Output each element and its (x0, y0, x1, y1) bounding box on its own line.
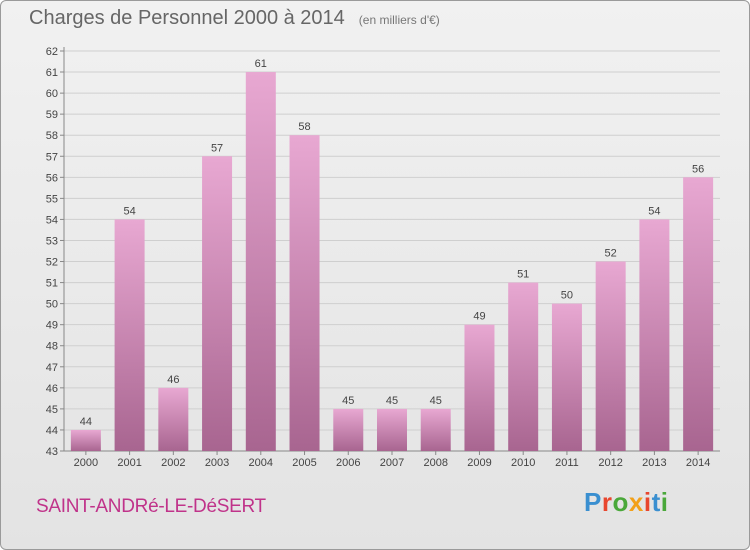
commune-name: SAINT-ANDRé-LE-DéSERT (36, 496, 266, 517)
bar-2003 (202, 156, 233, 451)
proxiti-logo: Proxiti (584, 487, 668, 518)
bar-2009 (464, 324, 495, 451)
y-tick-label: 60 (46, 88, 58, 100)
x-tick-label: 2013 (642, 457, 666, 469)
data-label: 57 (211, 142, 223, 154)
bar-2002 (158, 387, 189, 451)
x-tick-label: 2000 (74, 457, 98, 469)
y-tick-label: 52 (46, 257, 58, 269)
data-label: 51 (517, 269, 529, 281)
x-tick-label: 2011 (555, 457, 579, 469)
bar-2012 (595, 261, 626, 451)
y-tick-label: 57 (46, 151, 58, 163)
chart-unit-label: (en milliers d'€) (358, 13, 440, 27)
data-label: 49 (473, 311, 485, 323)
y-tick-label: 51 (46, 278, 58, 290)
x-tick-label: 2010 (511, 457, 535, 469)
bar-2000 (70, 429, 101, 451)
y-tick-label: 58 (46, 130, 58, 142)
data-label: 45 (386, 395, 398, 407)
y-tick-label: 59 (46, 109, 58, 121)
bar-2007 (377, 408, 407, 451)
data-label: 61 (255, 58, 267, 70)
bar-2005 (289, 135, 320, 452)
y-tick-label: 55 (46, 193, 58, 205)
data-labels: 44 54 46 57 61 58 45 45 45 49 51 50 52 54 56 (80, 58, 705, 428)
logo-letter: i (660, 487, 669, 517)
x-tick-label: 2012 (598, 457, 622, 469)
x-tick-labels: 2000 2001 2002 2003 2004 2005 2006 2007 2008 2009… (74, 451, 710, 469)
bar-2011 (551, 303, 582, 451)
data-label: 45 (430, 395, 442, 407)
y-tick-label: 49 (46, 320, 58, 332)
x-tick-label: 2001 (117, 457, 141, 469)
data-label: 58 (298, 121, 310, 133)
y-tick-label: 50 (46, 299, 58, 311)
bar-2013 (639, 219, 670, 451)
logo-letter: r (601, 487, 613, 517)
y-tick-label: 62 (46, 46, 58, 58)
logo-letter: o (612, 487, 629, 517)
data-label: 44 (80, 416, 92, 428)
logo-letter: t (651, 487, 661, 517)
x-tick-label: 2008 (423, 457, 447, 469)
x-tick-label: 2006 (336, 457, 360, 469)
y-tick-label: 43 (46, 446, 58, 458)
data-label: 46 (167, 374, 179, 386)
y-tick-label: 46 (46, 383, 58, 395)
bar-2001 (114, 219, 145, 451)
logo-letter: x (628, 487, 644, 517)
x-tick-label: 2007 (380, 457, 404, 469)
y-tick-label: 53 (46, 235, 58, 247)
chart-title: Charges de Personnel 2000 à 2014 (29, 7, 345, 29)
bar-2004 (245, 72, 276, 451)
y-tick-labels: 43 44 45 46 47 48 49 50 51 52 53 54 55 56 57 58 59 60 61 62 (46, 46, 64, 458)
bar-2014 (683, 177, 714, 451)
y-tick-label: 44 (46, 425, 58, 437)
data-label: 54 (648, 205, 660, 217)
chart-header: Charges de Personnel 2000 à 2014 (en mill… (29, 7, 440, 30)
x-tick-label: 2014 (686, 457, 710, 469)
y-tick-label: 56 (46, 172, 58, 184)
bar-2006 (333, 408, 364, 451)
x-tick-label: 2005 (292, 457, 316, 469)
y-tick-label: 48 (46, 341, 58, 353)
y-tick-label: 47 (46, 362, 58, 374)
bar-2008 (420, 408, 451, 451)
logo-letter: P (584, 487, 602, 517)
logo-letter: i (643, 487, 652, 517)
y-tick-label: 45 (46, 404, 58, 416)
y-tick-label: 61 (46, 67, 58, 79)
x-tick-label: 2003 (205, 457, 229, 469)
bar-2010 (508, 282, 539, 451)
bars (70, 72, 714, 452)
data-label: 52 (605, 248, 617, 260)
data-label: 50 (561, 290, 573, 302)
data-label: 54 (123, 205, 135, 217)
data-label: 56 (692, 163, 704, 175)
data-label: 45 (342, 395, 354, 407)
x-tick-label: 2004 (249, 457, 273, 469)
y-tick-label: 54 (46, 214, 58, 226)
x-tick-label: 2009 (467, 457, 491, 469)
x-tick-label: 2002 (161, 457, 185, 469)
